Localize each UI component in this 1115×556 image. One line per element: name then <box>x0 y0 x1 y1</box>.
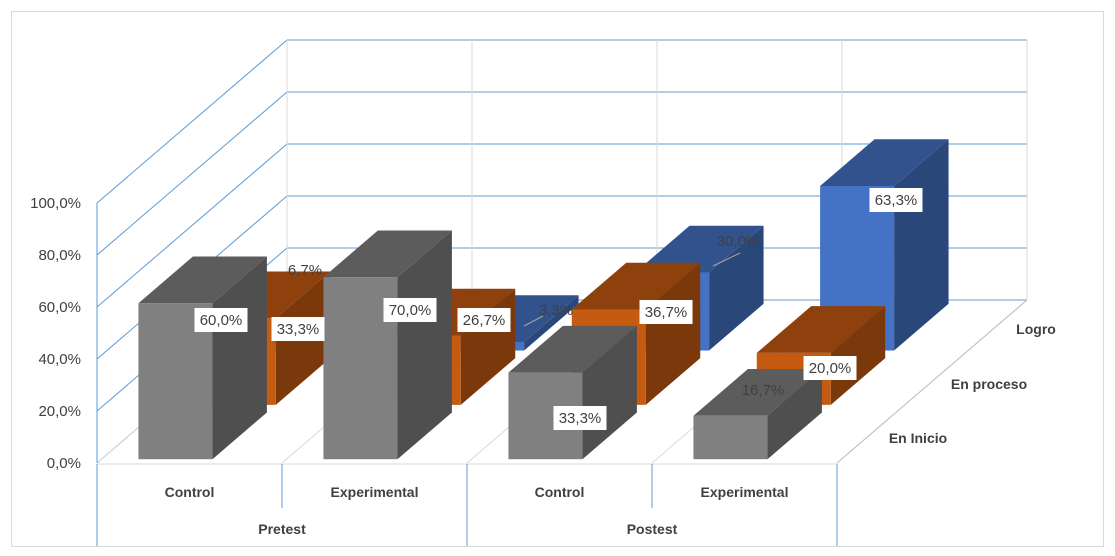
bar-top <box>571 262 701 310</box>
leader-line <box>523 315 544 327</box>
bar-top <box>635 225 764 273</box>
data-label-box <box>639 300 693 324</box>
chart-border <box>11 11 1104 547</box>
data-label-box <box>803 356 857 380</box>
leader-line <box>712 252 741 267</box>
side-gridline <box>96 39 288 204</box>
y-tick-label: 100,0% <box>30 195 81 212</box>
side-gridline <box>96 143 288 308</box>
bar-side <box>645 262 701 405</box>
bar-side <box>212 256 267 460</box>
data-label: 33,3% <box>559 410 602 427</box>
group-label: Postest <box>627 521 678 537</box>
floor-edge <box>836 299 1028 464</box>
side-gridline <box>96 91 288 256</box>
data-label: 63,3% <box>875 192 918 209</box>
series-axis-label: En Inicio <box>889 430 947 446</box>
bar <box>693 415 768 460</box>
bar-top <box>820 139 949 186</box>
y-tick-label: 40,0% <box>38 351 81 368</box>
y-tick-label: 80,0% <box>38 247 81 264</box>
data-label: 60,0% <box>200 312 243 329</box>
category-label: Control <box>535 484 585 500</box>
bar-top <box>508 325 637 373</box>
data-label: 3,3% <box>539 302 573 319</box>
data-label: 36,7% <box>645 304 688 321</box>
bar-top <box>138 256 267 304</box>
data-label-box <box>383 298 437 322</box>
data-label: 16,7% <box>742 382 785 399</box>
bar-top <box>756 306 886 353</box>
y-tick-label: 20,0% <box>38 403 81 420</box>
data-label: 20,0% <box>809 360 852 377</box>
group-label: Pretest <box>258 521 306 537</box>
data-label: 30,0% <box>717 233 760 250</box>
y-tick-label: 60,0% <box>38 299 81 316</box>
data-label-box <box>553 406 607 430</box>
category-label: Experimental <box>331 484 419 500</box>
data-label: 26,7% <box>463 312 506 329</box>
y-tick-label: 0,0% <box>47 455 81 472</box>
bar-side <box>397 230 452 460</box>
series-axis-label: En proceso <box>951 376 1027 392</box>
data-label-box <box>271 317 325 341</box>
category-label: Control <box>165 484 215 500</box>
bar-side <box>830 306 886 405</box>
bar-side <box>767 369 822 460</box>
bar-top <box>693 369 822 416</box>
data-label: 6,7% <box>288 262 322 279</box>
category-label: Experimental <box>701 484 789 500</box>
bar-top <box>323 230 452 278</box>
bar-side <box>709 225 764 351</box>
data-label-box <box>457 308 511 332</box>
data-label-box <box>194 308 248 332</box>
data-label: 33,3% <box>277 321 320 338</box>
data-label: 70,0% <box>389 302 432 319</box>
series-axis-label: Logro <box>1016 321 1056 337</box>
data-label-box <box>869 188 923 212</box>
bar-side <box>524 295 579 351</box>
